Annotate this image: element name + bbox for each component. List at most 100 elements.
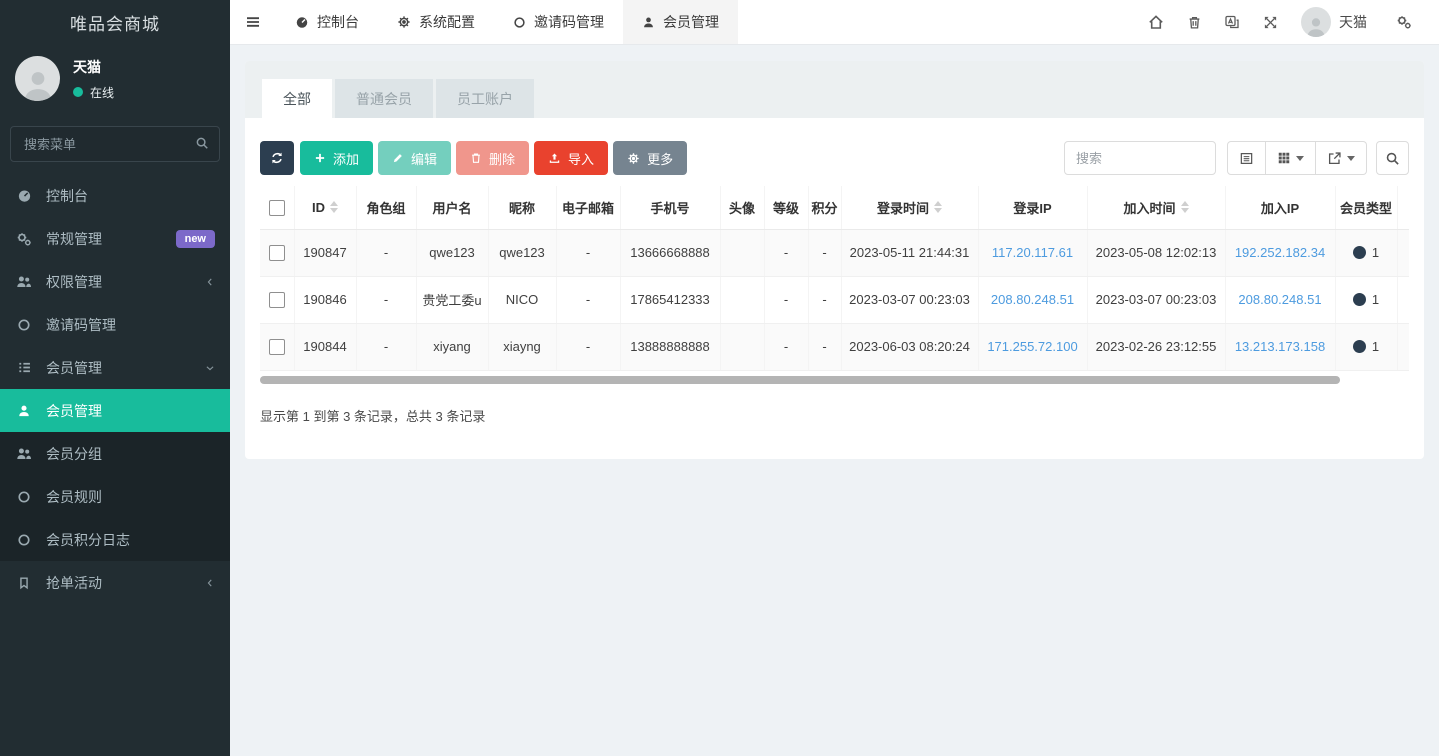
circle-icon — [15, 533, 33, 547]
join-ip-link[interactable]: 192.252.182.34 — [1234, 245, 1326, 260]
row-checkbox[interactable] — [268, 291, 285, 308]
topbar-right: 天猫 — [1137, 0, 1439, 44]
col-header-login-ip: 登录IP — [977, 186, 1087, 230]
members-table-wrap: ID 角色组 用户名 昵称 电子邮箱 手机号 头像 等级 积分 登录时间 登录I — [260, 186, 1409, 371]
submenu-item-member-score-log[interactable]: 会员积分日志 — [0, 518, 230, 561]
sidebar-item-invite-codes[interactable]: 邀请码管理 — [0, 303, 230, 346]
sidebar-item-permissions[interactable]: 权限管理 — [0, 260, 230, 303]
submenu-item-member-groups[interactable]: 会员分组 — [0, 432, 230, 475]
sidebar-toggle-button[interactable] — [230, 0, 276, 44]
login-ip-link[interactable]: 208.80.248.51 — [990, 292, 1075, 307]
col-header-login-time[interactable]: 登录时间 — [840, 186, 978, 230]
members-table: ID 角色组 用户名 昵称 电子邮箱 手机号 头像 等级 积分 登录时间 登录I — [260, 186, 1409, 371]
topbar-user-name[interactable]: 天猫 — [1339, 14, 1367, 30]
chevron-left-icon — [205, 277, 215, 287]
member-type-dot-icon — [1352, 246, 1366, 259]
circle-icon — [513, 16, 526, 29]
member-type-dot-icon — [1352, 293, 1366, 306]
login-ip-link[interactable]: 117.20.117.61 — [991, 245, 1074, 260]
detail-view-button[interactable] — [1227, 141, 1266, 175]
login-ip-link[interactable]: 171.255.72.100 — [987, 339, 1078, 354]
delete-button[interactable]: 删除 — [456, 141, 530, 175]
table-search-input[interactable] — [1064, 141, 1216, 175]
select-all-checkbox[interactable] — [268, 199, 285, 216]
scrollbar-thumb[interactable] — [260, 375, 1341, 384]
cogs-icon[interactable] — [1385, 14, 1423, 30]
cogs-icon — [15, 231, 33, 247]
app-logo[interactable]: 唯品会商城 — [70, 15, 160, 34]
edit-button[interactable]: 编辑 — [378, 141, 452, 175]
member-type-cell: 1 — [1334, 323, 1397, 371]
menu-search-input[interactable] — [10, 126, 220, 162]
table-row[interactable]: 190844 - xiyang xiayng - 13888888888 - -… — [260, 323, 1409, 371]
sidebar-item-dashboard[interactable]: 控制台 — [0, 174, 230, 217]
col-header-join-time[interactable]: 加入时间 — [1086, 186, 1225, 230]
circle-icon — [15, 490, 33, 504]
join-ip-link[interactable]: 13.213.173.158 — [1234, 339, 1326, 354]
sidebar-item-order-grab[interactable]: 抢单活动 — [0, 561, 230, 604]
sort-icon — [1180, 201, 1189, 214]
gear-icon — [397, 15, 411, 29]
submenu-item-member-rules[interactable]: 会员规则 — [0, 475, 230, 518]
table-row[interactable]: 190846 - 贵党工委u NICO - 17865412333 - - 20… — [260, 276, 1409, 324]
gauge-icon — [295, 15, 309, 29]
join-ip-link[interactable]: 208.80.248.51 — [1238, 292, 1322, 307]
add-button[interactable]: 添加 — [300, 141, 374, 175]
upload-icon — [548, 152, 561, 165]
topnav-tabs: 控制台 系统配置 邀请码管理 会员管理 — [276, 0, 738, 44]
users-icon — [15, 274, 33, 290]
search-icon[interactable] — [195, 136, 209, 150]
user-icon — [15, 404, 33, 418]
member-type-dot-icon — [1352, 340, 1366, 353]
row-checkbox[interactable] — [268, 338, 285, 355]
horizontal-scrollbar — [260, 375, 1409, 384]
col-header-id[interactable]: ID — [293, 186, 356, 230]
tab-staff-accounts[interactable]: 员工账户 — [436, 79, 534, 118]
trash-icon[interactable] — [1175, 15, 1213, 30]
topnav-tab-dashboard[interactable]: 控制台 — [276, 0, 378, 44]
filter-tabs: 全部 普通会员 员工账户 — [245, 61, 1424, 118]
pencil-icon — [392, 152, 404, 164]
sidebar-item-general[interactable]: 常规管理 new — [0, 217, 230, 260]
submenu-item-member-manage[interactable]: 会员管理 — [0, 389, 230, 432]
content-panel: 全部 普通会员 员工账户 添加 编辑 — [245, 61, 1424, 459]
submenu-item-label: 会员分组 — [46, 445, 102, 462]
home-icon[interactable] — [1137, 14, 1175, 30]
row-checkbox[interactable] — [268, 244, 285, 261]
member-type-cell: 1 — [1334, 229, 1397, 277]
export-icon — [1328, 151, 1341, 164]
table-row[interactable]: 190847 - qwe123 qwe123 - 13666668888 - -… — [260, 229, 1409, 277]
avatar[interactable] — [1301, 7, 1331, 37]
search-submit-button[interactable] — [1376, 141, 1409, 175]
topnav-tab-invite-codes[interactable]: 邀请码管理 — [494, 0, 623, 44]
topbar: 控制台 系统配置 邀请码管理 会员管理 天猫 — [230, 0, 1439, 45]
refresh-button[interactable] — [260, 141, 294, 175]
online-dot-icon — [73, 87, 83, 97]
tab-all[interactable]: 全部 — [262, 79, 332, 118]
col-header-role-group: 角色组 — [355, 186, 416, 230]
fullscreen-icon[interactable] — [1251, 15, 1289, 30]
user-icon — [642, 16, 655, 29]
columns-button[interactable] — [1266, 141, 1316, 175]
topnav-tab-system-config[interactable]: 系统配置 — [378, 0, 494, 44]
topnav-tab-members[interactable]: 会员管理 — [623, 0, 738, 44]
export-button[interactable] — [1316, 141, 1367, 175]
import-button[interactable]: 导入 — [534, 141, 609, 175]
sidebar-item-members[interactable]: 会员管理 — [0, 346, 230, 389]
language-icon[interactable] — [1213, 14, 1251, 30]
sidebar-item-label: 邀请码管理 — [46, 316, 116, 333]
col-header-score: 积分 — [807, 186, 841, 230]
topnav-tab-label: 邀请码管理 — [534, 14, 604, 30]
sidebar-item-label: 控制台 — [46, 187, 88, 204]
person-icon — [1307, 18, 1325, 37]
more-button[interactable]: 更多 — [613, 141, 688, 175]
sidebar-item-label: 权限管理 — [46, 273, 102, 290]
users-icon — [15, 446, 33, 462]
sort-icon — [934, 201, 942, 214]
tab-normal-members[interactable]: 普通会员 — [335, 79, 433, 118]
sidebar-search — [10, 126, 220, 162]
detail-view-icon — [1240, 152, 1253, 164]
list-icon — [15, 360, 33, 375]
user-status-label: 在线 — [90, 85, 115, 100]
col-header-email: 电子邮箱 — [555, 186, 620, 230]
